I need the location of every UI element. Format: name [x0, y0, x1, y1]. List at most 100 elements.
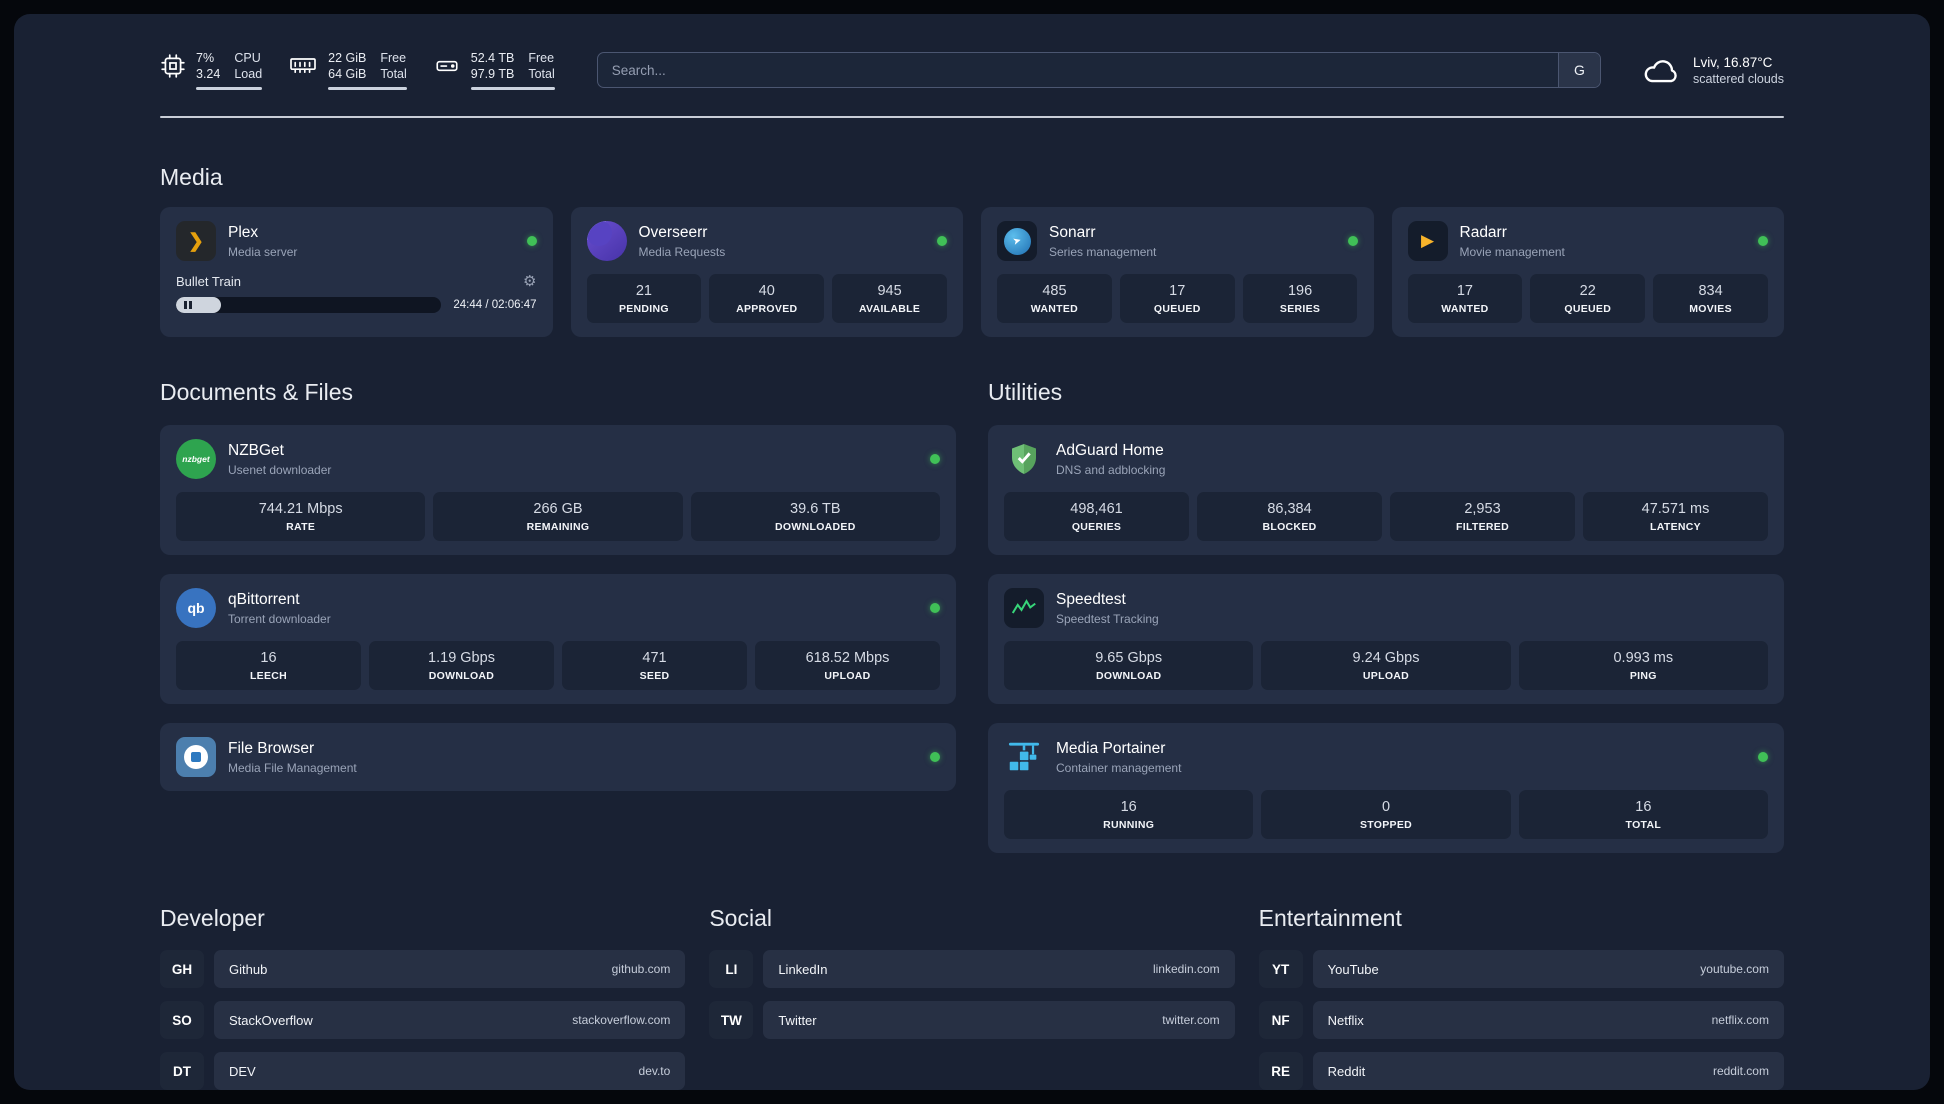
- stat-value: 744.21 Mbps: [258, 501, 343, 517]
- disk-readout: 52.4 TB 97.9 TB Free Total: [470, 50, 555, 91]
- weather-widget[interactable]: Lviv, 16.87°C scattered clouds: [1643, 55, 1784, 86]
- qbittorrent-icon: qb: [176, 588, 216, 628]
- disk-free-label: Free: [528, 50, 555, 65]
- stat-box: 618.52 Mbps UPLOAD: [755, 641, 940, 690]
- stat-value: 2,953: [1464, 501, 1501, 517]
- cpu-widget: 7% 3.24 CPU Load: [160, 50, 263, 91]
- bookmark-name: Twitter: [778, 1012, 817, 1028]
- speedtest-header: Speedtest Speedtest Tracking: [1004, 588, 1768, 628]
- stat-value: 9.24 Gbps: [1352, 650, 1420, 666]
- ram-total-label: Total: [380, 67, 407, 81]
- stat-value: 498,461: [1070, 501, 1123, 517]
- bookmark-netflix[interactable]: NF Netflix netflix.com: [1258, 1001, 1784, 1039]
- stat-box: 485 WANTED: [997, 274, 1112, 323]
- stat-value: 485: [1042, 283, 1067, 299]
- app-card-radarr[interactable]: ▶ Radarr Movie management 17 WANTED 22 Q…: [1391, 207, 1784, 337]
- stat-value: 21: [635, 283, 652, 299]
- bookmark-pill: YouTube youtube.com: [1312, 950, 1784, 988]
- bookmark-youtube[interactable]: YT YouTube youtube.com: [1258, 950, 1784, 988]
- app-card-plex[interactable]: ❯ Plex Media server Bullet Train ⚙: [160, 207, 553, 337]
- ram-free-label: Free: [380, 50, 407, 65]
- app-title: Plex: [228, 223, 259, 241]
- stat-box: 2,953 FILTERED: [1390, 492, 1575, 541]
- app-title: Overseerr: [638, 223, 708, 241]
- stat-box: 266 GB REMAINING: [433, 492, 683, 541]
- playback-progress-bar[interactable]: [176, 297, 442, 313]
- app-card-sonarr[interactable]: ➤ Sonarr Series management 485 WANTED 17…: [981, 207, 1374, 337]
- plex-now-playing: Bullet Train ⚙ 24:44 / 02:06:47: [176, 272, 537, 313]
- plex-header: ❯ Plex Media server: [176, 221, 537, 261]
- playback-time: 24:44 / 02:06:47: [453, 299, 537, 311]
- bookmark-url: stackoverflow.com: [572, 1013, 671, 1027]
- speedtest-meta: Speedtest Speedtest Tracking: [1056, 591, 1159, 626]
- stat-value: 0: [1381, 799, 1391, 815]
- ram-readout: 22 GiB 64 GiB Free Total: [328, 50, 407, 91]
- app-title: Media Portainer: [1056, 739, 1166, 757]
- bookmark-dev[interactable]: DT DEV dev.to: [160, 1052, 686, 1090]
- bookmark-badge: RE: [1258, 1052, 1303, 1090]
- search-input[interactable]: [597, 53, 1558, 87]
- app-card-speedtest[interactable]: Speedtest Speedtest Tracking 9.65 Gbps D…: [988, 574, 1784, 704]
- stat-label: LEECH: [249, 670, 288, 682]
- section-heading-entertainment: Entertainment: [1258, 905, 1402, 931]
- section-heading-developer: Developer: [160, 905, 265, 931]
- search-engine-button[interactable]: G: [1557, 53, 1600, 87]
- search-bar: G: [596, 52, 1601, 88]
- bookmark-pill: StackOverflow stackoverflow.com: [214, 1001, 686, 1039]
- bookmark-badge: LI: [709, 950, 754, 988]
- stat-box: 498,461 QUERIES: [1004, 492, 1189, 541]
- stat-value: 196: [1287, 283, 1313, 299]
- app-card-portainer[interactable]: Media Portainer Container management 16 …: [988, 723, 1784, 853]
- nzbget-icon: nzbget: [176, 439, 216, 479]
- stat-label: UPLOAD: [1362, 670, 1410, 682]
- pause-icon[interactable]: [184, 301, 192, 309]
- bookmark-github[interactable]: GH Github github.com: [160, 950, 686, 988]
- bookmark-linkedin[interactable]: LI LinkedIn linkedin.com: [709, 950, 1235, 988]
- app-card-adguard[interactable]: AdGuard Home DNS and adblocking 498,461 …: [988, 425, 1784, 555]
- bookmark-stackoverflow[interactable]: SO StackOverflow stackoverflow.com: [160, 1001, 686, 1039]
- stat-box: 9.65 Gbps DOWNLOAD: [1004, 641, 1254, 690]
- app-card-qbittorrent[interactable]: qb qBittorrent Torrent downloader 16 LEE…: [160, 574, 956, 704]
- section-heading-documents: Documents & Files: [160, 379, 354, 405]
- app-card-filebrowser[interactable]: File Browser Media File Management: [160, 723, 956, 791]
- ram-free-value: 22 GiB: [328, 50, 367, 65]
- status-dot-online: [937, 236, 947, 246]
- bookmark-name: Github: [229, 961, 268, 977]
- bookmark-name: Netflix: [1327, 1012, 1364, 1028]
- app-subtitle: Media server: [228, 244, 298, 259]
- cpu-readout: 7% 3.24 CPU Load: [196, 50, 263, 91]
- overseerr-meta: Overseerr Media Requests: [639, 224, 726, 259]
- app-title: NZBGet: [228, 441, 284, 459]
- stat-box: 744.21 Mbps RATE: [176, 492, 426, 541]
- app-subtitle: Usenet downloader: [228, 462, 332, 477]
- gear-icon[interactable]: ⚙: [523, 273, 537, 290]
- section-utilities: Utilities AdGuard Home DNS and adblockin…: [988, 379, 1784, 853]
- stat-label: DOWNLOAD: [428, 670, 495, 682]
- ram-total-value: 64 GiB: [328, 67, 367, 81]
- stat-label: MOVIES: [1689, 303, 1732, 315]
- ram-widget: 22 GiB 64 GiB Free Total: [288, 50, 407, 91]
- bookmark-twitter[interactable]: TW Twitter twitter.com: [709, 1001, 1235, 1039]
- app-subtitle: Torrent downloader: [228, 611, 331, 626]
- app-card-nzbget[interactable]: nzbget NZBGet Usenet downloader 744.21 M…: [160, 425, 956, 555]
- bookmark-reddit[interactable]: RE Reddit reddit.com: [1258, 1052, 1784, 1090]
- weather-location: Lviv, 16.87°C: [1692, 54, 1773, 70]
- cpu-usage-bar: [196, 87, 263, 91]
- stat-value: 471: [642, 650, 667, 666]
- bookmark-pill: Twitter twitter.com: [763, 1001, 1235, 1039]
- overseerr-header: Overseerr Media Requests: [586, 221, 947, 261]
- stat-label: FILTERED: [1456, 521, 1509, 533]
- app-card-overseerr[interactable]: Overseerr Media Requests 21 PENDING 40 A…: [570, 207, 963, 337]
- status-dot-online: [526, 236, 537, 246]
- bookmark-name: LinkedIn: [778, 961, 828, 977]
- stat-box: 196 SERIES: [1242, 274, 1358, 323]
- stat-value: 17: [1456, 283, 1473, 299]
- status-dot-online: [1758, 752, 1768, 762]
- bookmark-badge: TW: [709, 1001, 754, 1039]
- stat-label: QUEUED: [1153, 303, 1201, 315]
- overseerr-icon: [586, 221, 627, 261]
- stat-value: 0.993 ms: [1613, 650, 1674, 666]
- speedtest-stats: 9.65 Gbps DOWNLOAD 9.24 Gbps UPLOAD 0.99…: [1004, 641, 1768, 690]
- stat-box: 16 LEECH: [176, 641, 361, 690]
- bookmark-badge: DT: [160, 1052, 204, 1090]
